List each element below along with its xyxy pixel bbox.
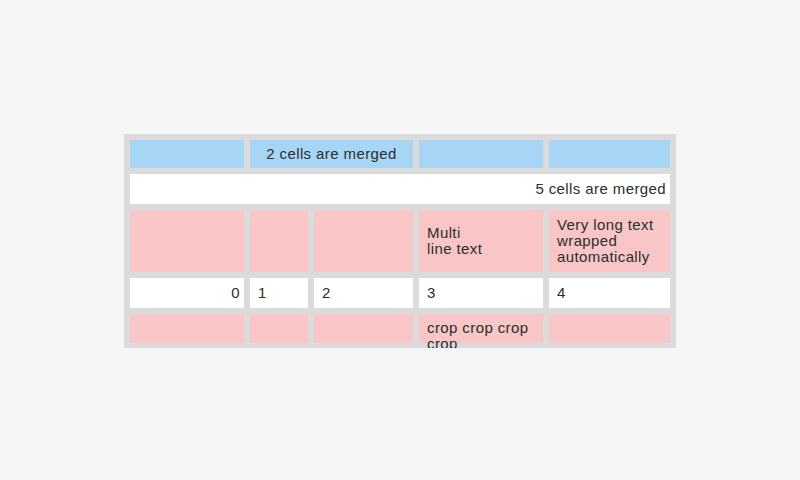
table-cell-cropped-text[interactable]: crop crop crop crop bbox=[419, 314, 543, 343]
table-merged-cell-5cols[interactable]: 5 cells are merged bbox=[130, 174, 670, 204]
table-cell-r1c1[interactable] bbox=[130, 140, 244, 168]
table-cell-r5c5[interactable] bbox=[549, 314, 670, 343]
cropped-text-label: crop crop crop crop bbox=[427, 320, 535, 348]
table-cell-r4c1[interactable]: 0 bbox=[130, 278, 244, 308]
table-cell-r1c5[interactable] bbox=[549, 140, 670, 168]
wrapped-text-label: Very long text wrapped automatically bbox=[557, 217, 662, 265]
table-cell-r3c3[interactable] bbox=[314, 210, 413, 272]
table-cell-r5c2[interactable] bbox=[250, 314, 308, 343]
table-cell-r4c5[interactable]: 4 bbox=[549, 278, 670, 308]
table-cell-r4c4[interactable]: 3 bbox=[419, 278, 543, 308]
table-cell-r5c3[interactable] bbox=[314, 314, 413, 343]
table-cell-r4c2[interactable]: 1 bbox=[250, 278, 308, 308]
table-cell-r3c2[interactable] bbox=[250, 210, 308, 272]
screen: 2 cells are merged 5 cells are merged Mu… bbox=[0, 0, 800, 480]
table-cell-r3c1[interactable] bbox=[130, 210, 244, 272]
table-cell-r1c4[interactable] bbox=[419, 140, 543, 168]
table-widget: 2 cells are merged 5 cells are merged Mu… bbox=[124, 134, 676, 348]
table-cell-r5c1[interactable] bbox=[130, 314, 244, 343]
table-cell-multiline[interactable]: Multi line text bbox=[419, 210, 543, 272]
table-merged-cell-2cols[interactable]: 2 cells are merged bbox=[250, 140, 413, 168]
table-cell-r4c3[interactable]: 2 bbox=[314, 278, 413, 308]
table-cell-wrapped-text[interactable]: Very long text wrapped automatically bbox=[549, 210, 670, 272]
